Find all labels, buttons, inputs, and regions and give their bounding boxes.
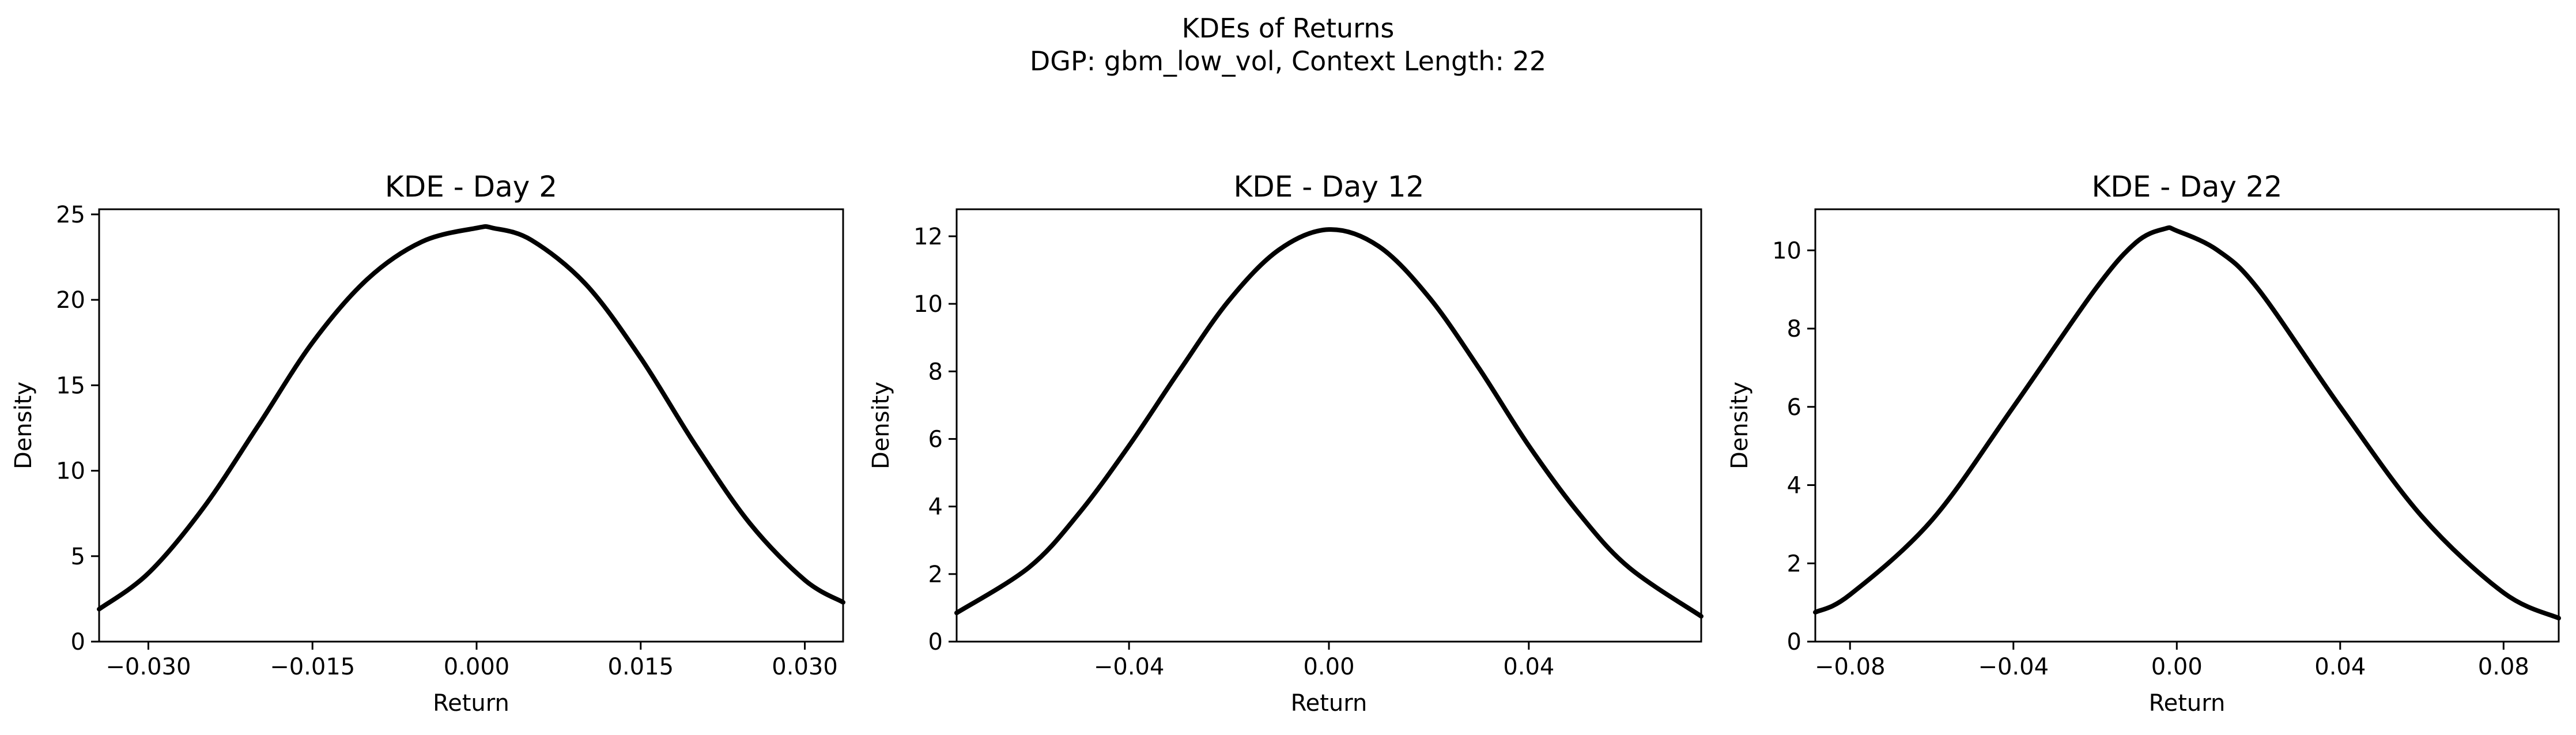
kde-curve <box>97 224 845 612</box>
subplot-day-2: KDE - Day 2 −0.030 −0.015 0.000 0.015 0.030 0 5… <box>10 170 845 717</box>
y-tick-label: 2 <box>1787 551 1801 577</box>
y-tick-label: 0 <box>1787 629 1801 655</box>
y-tick-label: 4 <box>1787 473 1801 499</box>
y-tick-label: 2 <box>928 561 943 588</box>
y-tick-label: 6 <box>928 426 943 453</box>
y-tick-label: 25 <box>56 202 85 228</box>
y-tick-label: 6 <box>1787 394 1801 421</box>
x-tick-label: 0.000 <box>444 654 510 680</box>
y-tick-label: 5 <box>71 544 85 570</box>
y-tick-label: 0 <box>71 629 85 655</box>
axes-frame <box>98 208 844 643</box>
x-tick-label: −0.04 <box>1978 654 2049 680</box>
x-axis-label: Return <box>1291 690 1368 717</box>
x-tick-label: 0.015 <box>608 654 674 680</box>
x-tick-label: 0.00 <box>1303 654 1354 680</box>
x-tick-label: 0.08 <box>2478 654 2529 680</box>
x-tick-label: −0.08 <box>1815 654 1886 680</box>
y-tick-label: 15 <box>56 372 85 399</box>
x-tick-label: −0.030 <box>105 654 191 680</box>
figure-title-line2: DGP: gbm_low_vol, Context Length: 22 <box>1030 46 1546 77</box>
x-axis-label: Return <box>2149 690 2226 717</box>
figure-title-line1: KDEs of Returns <box>1182 13 1395 44</box>
subplot-title: KDE - Day 12 <box>1234 170 1425 203</box>
kde-curve <box>954 227 1704 619</box>
x-tick-label: 0.00 <box>2151 654 2203 680</box>
y-tick-label: 12 <box>913 224 943 250</box>
kde-curve <box>1813 225 2561 621</box>
y-tick-label: 10 <box>56 458 85 485</box>
x-tick-label: 0.04 <box>1503 654 1554 680</box>
y-tick-label: 8 <box>1787 316 1801 342</box>
x-tick-label: 0.04 <box>2314 654 2366 680</box>
subplot-day-12: KDE - Day 12 −0.04 0.00 0.04 0 2 4 6 8 10 12 Return… <box>868 170 1704 717</box>
subplot-day-22: KDE - Day 22 −0.08 −0.04 0.00 0.04 0.08 0 2 4 6 8 1… <box>1727 170 2561 717</box>
axes-frame <box>1814 208 2560 643</box>
x-tick-label: −0.04 <box>1094 654 1165 680</box>
y-axis-label: Density <box>868 382 894 469</box>
x-axis-label: Return <box>433 690 509 717</box>
y-tick-label: 10 <box>913 291 943 318</box>
y-tick-label: 10 <box>1772 238 1801 264</box>
y-tick-label: 0 <box>928 629 943 655</box>
subplot-title: KDE - Day 22 <box>2092 170 2283 203</box>
axes-frame <box>955 208 1702 643</box>
x-tick-label: −0.015 <box>270 654 355 680</box>
y-tick-label: 8 <box>928 359 943 385</box>
y-axis-label: Density <box>10 382 37 469</box>
x-tick-label: 0.030 <box>772 654 838 680</box>
y-tick-label: 20 <box>56 287 85 314</box>
y-axis-label: Density <box>1727 382 1753 469</box>
y-tick-label: 4 <box>928 494 943 521</box>
subplot-title: KDE - Day 2 <box>385 170 557 203</box>
